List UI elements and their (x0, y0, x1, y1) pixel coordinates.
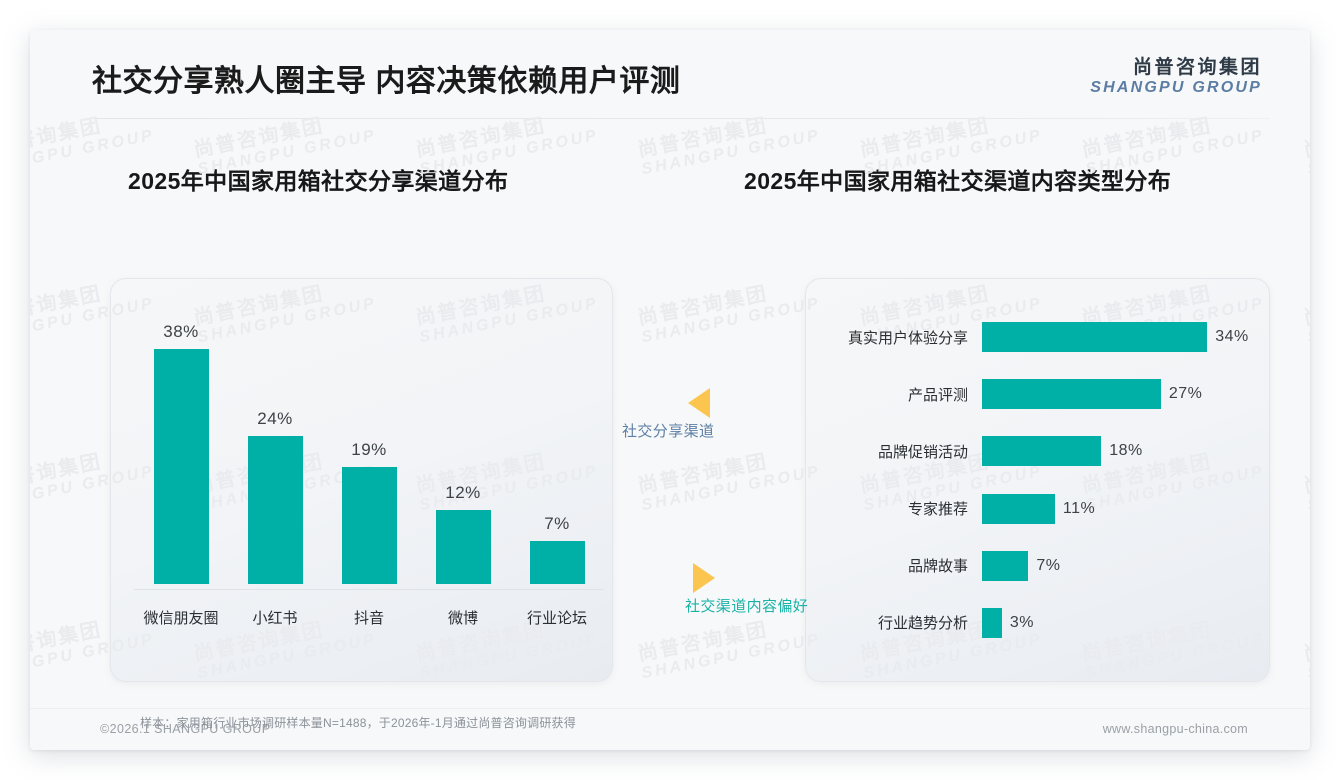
social-share-channel-column-chart: 38% 24% 19% 12% 7% 微信朋友圈 小红书 抖音 微博 行业论坛 (134, 302, 604, 632)
header-divider (92, 118, 1270, 119)
column-category-label: 抖音 (353, 610, 384, 627)
annotation-channel-label: 社交分享渠道 (622, 423, 715, 440)
slide-footer: ©2026.1 SHANGPU GROUP www.shangpu-china.… (30, 708, 1310, 750)
bar-row: 真实用户体验分享 34% (830, 322, 1262, 352)
column-baseline-axis (134, 589, 604, 590)
column-category-label: 小红书 (252, 610, 298, 627)
column-bar-item: 24% (233, 306, 318, 584)
bar-category-label: 品牌促销活动 (877, 443, 968, 461)
bar-track: 11% (982, 493, 1262, 524)
brand-logo: 尚普咨询集团 SHANGPU GROUP (1090, 58, 1262, 97)
bar-track: 18% (982, 436, 1262, 467)
bar-value-label: 34% (1215, 328, 1249, 345)
slide-header: 社交分享熟人圈主导 内容决策依赖用户评测 尚普咨询集团 SHANGPU GROU… (30, 30, 1310, 120)
right-chart-title: 2025年中国家用箱社交渠道内容类型分布 (744, 168, 1172, 194)
column-value-label: 19% (351, 439, 387, 459)
bar-track: 3% (982, 607, 1262, 638)
bar-category-label: 专家推荐 (907, 501, 968, 519)
content-type-bar-chart: 真实用户体验分享 34% 产品评测 27% 品牌促销活动 18% 专家推荐 11% 品牌故事 7%… (830, 312, 1262, 652)
column-value-label: 7% (544, 513, 570, 533)
bar-category-label: 真实用户体验分享 (847, 329, 968, 347)
bar-fill (982, 493, 1055, 524)
column-bar (247, 435, 303, 584)
column-bar (341, 466, 397, 584)
bar-category-label: 产品评测 (907, 386, 968, 404)
bar-value-label: 18% (1109, 442, 1143, 460)
bar-fill (982, 379, 1161, 410)
slide-canvas: 社交分享熟人圈主导 内容决策依赖用户评测 尚普咨询集团 SHANGPU GROU… (30, 30, 1310, 750)
bar-row: 品牌促销活动 18% (830, 436, 1262, 467)
column-bar-item: 38% (139, 306, 224, 584)
column-bar-item: 12% (421, 306, 506, 584)
bar-category-label: 行业趋势分析 (877, 615, 968, 633)
bar-row: 行业趋势分析 3% (830, 607, 1262, 638)
page-title: 社交分享熟人圈主导 内容决策依赖用户评测 (92, 65, 681, 98)
website-link[interactable]: www.shangpu-china.com (1102, 722, 1248, 736)
bar-value-label: 7% (1036, 556, 1061, 574)
column-bar (529, 540, 585, 584)
column-bar (435, 509, 491, 584)
column-plot-area: 38% 24% 19% 12% 7% (134, 306, 604, 584)
column-category-label: 微博 (447, 610, 478, 627)
bar-fill (982, 436, 1102, 467)
logo-chinese-text: 尚普咨询集团 (1132, 57, 1262, 78)
bar-category-label: 品牌故事 (907, 558, 968, 576)
column-value-label: 24% (257, 408, 293, 428)
triangle-left-icon (688, 388, 710, 418)
bar-track: 7% (982, 550, 1262, 581)
column-category-label: 微信朋友圈 (143, 610, 219, 627)
bar-track: 34% (982, 322, 1262, 352)
triangle-right-icon (693, 563, 715, 593)
logo-english-text: SHANGPU GROUP (1090, 78, 1262, 96)
sample-note: 样本：家用箱行业市场调研样本量N=1488，于2026年-1月通过尚普咨询调研获… (140, 716, 576, 730)
column-bar (153, 349, 209, 584)
left-chart-title: 2025年中国家用箱社交分享渠道分布 (128, 168, 509, 194)
column-value-label: 12% (445, 482, 481, 502)
column-value-label: 38% (163, 322, 199, 342)
bar-fill (982, 322, 1208, 352)
copyright-text: ©2026.1 SHANGPU GROUP (100, 722, 271, 736)
bar-fill (982, 550, 1029, 581)
column-bar-item: 7% (515, 306, 600, 584)
bar-row: 产品评测 27% (830, 379, 1262, 410)
annotation-social-share-channel: 社交分享渠道 (622, 388, 714, 441)
column-category-label: 行业论坛 (526, 610, 587, 627)
bar-value-label: 11% (1062, 499, 1096, 517)
bar-track: 27% (982, 379, 1262, 410)
column-category-labels: 微信朋友圈 小红书 抖音 微博 行业论坛 (134, 607, 604, 628)
bar-value-label: 3% (1009, 613, 1034, 631)
annotation-preference-label: 社交渠道内容偏好 (685, 598, 809, 615)
bar-fill (982, 607, 1002, 638)
column-bar-item: 19% (327, 306, 412, 584)
bar-row: 专家推荐 11% (830, 493, 1262, 524)
bar-row: 品牌故事 7% (830, 550, 1262, 581)
annotation-content-preference: 社交渠道内容偏好 (685, 563, 808, 616)
bar-value-label: 27% (1168, 385, 1203, 403)
